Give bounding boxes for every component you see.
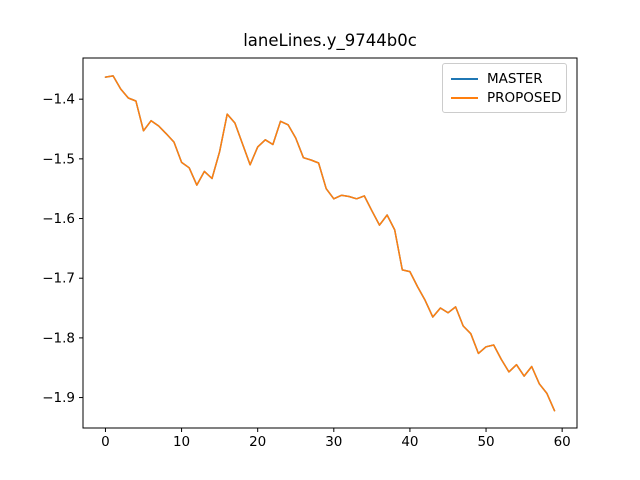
series-line-proposed bbox=[104, 75, 556, 412]
x-tick-label: 60 bbox=[554, 434, 571, 450]
chart-title: laneLines.y_9744b0c bbox=[243, 31, 417, 50]
legend-label-master: MASTER bbox=[487, 70, 543, 87]
x-tick-label: 10 bbox=[173, 434, 190, 450]
legend-label-proposed: PROPOSED bbox=[487, 89, 562, 106]
legend-item-proposed: PROPOSED bbox=[451, 88, 562, 107]
y-tick-label: −1.4 bbox=[42, 92, 75, 108]
x-tick-label: 30 bbox=[325, 434, 342, 450]
y-tick-label: −1.5 bbox=[42, 151, 75, 167]
y-tick-label: −1.8 bbox=[42, 330, 75, 346]
axes-frame bbox=[82, 57, 578, 429]
x-tick-label: 0 bbox=[101, 434, 110, 450]
x-tick-label: 40 bbox=[401, 434, 418, 450]
y-tick-label: −1.7 bbox=[42, 271, 75, 287]
series-line-master bbox=[104, 75, 556, 412]
legend-item-master: MASTER bbox=[451, 69, 558, 88]
x-tick-label: 50 bbox=[477, 434, 494, 450]
master-line-swatch bbox=[451, 77, 478, 80]
proposed-line-swatch bbox=[451, 96, 478, 99]
legend-box: MASTER PROPOSED bbox=[442, 63, 567, 113]
y-tick-label: −1.9 bbox=[42, 390, 75, 406]
x-tick-label: 20 bbox=[249, 434, 266, 450]
y-tick-label: −1.6 bbox=[42, 211, 75, 227]
